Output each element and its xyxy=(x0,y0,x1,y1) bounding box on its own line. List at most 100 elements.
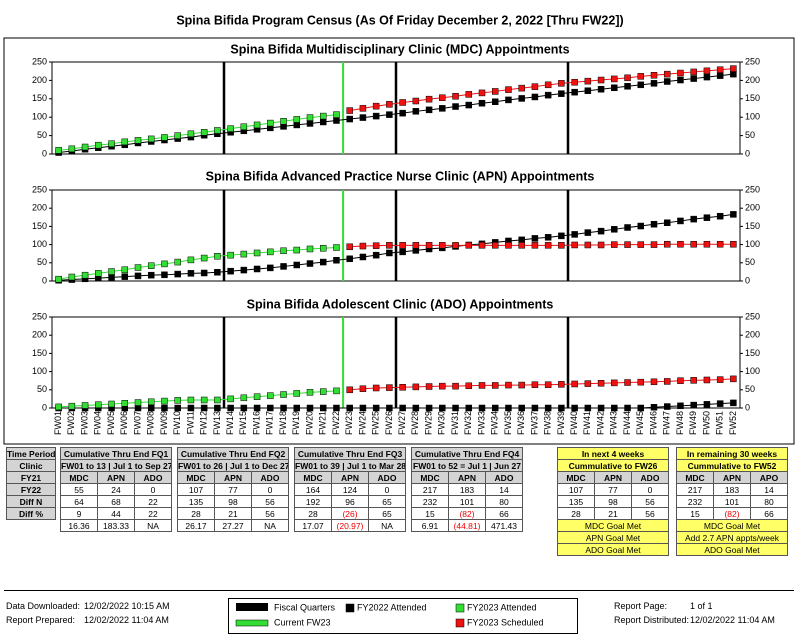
y2-tick-label: 50 xyxy=(745,130,755,140)
chart-title: Spina Bifida Advanced Practice Nurse Cli… xyxy=(206,169,595,183)
marker xyxy=(571,380,578,388)
marker xyxy=(690,215,697,223)
marker xyxy=(544,91,552,99)
marker xyxy=(531,235,539,242)
x-tick-label: FW23 xyxy=(344,411,354,435)
table-cell: 107 xyxy=(177,483,215,496)
table-cell: 26.17 xyxy=(177,519,215,532)
table-cell: 232 xyxy=(676,495,714,508)
marker xyxy=(293,121,301,129)
x-tick-label: FW12 xyxy=(199,411,209,435)
legend-label: FY2022 Attended xyxy=(357,602,427,612)
marker xyxy=(280,404,287,412)
table-row: 28 21 56 xyxy=(177,507,289,520)
column-header: APN xyxy=(713,471,751,484)
marker xyxy=(663,219,671,227)
marker xyxy=(412,383,420,391)
x-tick-label: FW43 xyxy=(609,411,619,435)
marker xyxy=(95,270,102,277)
table-cell: (20.97) xyxy=(331,519,369,532)
marker xyxy=(147,271,155,279)
table-row: 232 101 80 xyxy=(411,495,523,508)
x-tick-label: FW11 xyxy=(185,411,195,434)
column-header: MDC xyxy=(557,471,595,484)
table-row: 107 77 0 xyxy=(177,483,289,496)
marker xyxy=(399,404,406,412)
column-header: MDC xyxy=(177,471,215,484)
marker xyxy=(359,114,367,121)
marker xyxy=(359,242,367,250)
marker xyxy=(319,258,327,266)
y2-tick-label: 200 xyxy=(745,330,760,340)
table-row: 16.36 183.33 NA xyxy=(60,519,172,532)
x-tick-label: FW10 xyxy=(172,411,182,435)
marker xyxy=(147,398,155,406)
table-cell: 56 xyxy=(251,495,289,508)
marker xyxy=(439,94,446,101)
marker xyxy=(267,392,274,399)
table-cell: 44 xyxy=(97,507,135,520)
x-tick-label: FW26 xyxy=(384,411,394,435)
table-cell: 183 xyxy=(448,483,486,496)
table-row: 192 96 65 xyxy=(294,495,406,508)
table-row: ADO Goal Met xyxy=(676,543,788,556)
table-cell: 107 xyxy=(557,483,595,496)
legend-frame xyxy=(228,598,578,634)
table-row: MDC APN APO xyxy=(676,471,788,484)
marker xyxy=(478,382,486,389)
goal-note: MDC Goal Met xyxy=(557,519,669,532)
y2-tick-label: 200 xyxy=(745,203,760,213)
marker xyxy=(108,274,115,281)
marker xyxy=(227,267,234,275)
footer-text: Data Downloaded: xyxy=(6,601,81,611)
x-tick-label: FW13 xyxy=(212,411,222,435)
marker xyxy=(253,265,261,273)
marker xyxy=(491,404,499,412)
marker xyxy=(134,399,142,406)
marker xyxy=(544,381,552,388)
marker xyxy=(55,147,62,154)
table-cell: 0 xyxy=(631,483,669,496)
table-cell: 164 xyxy=(294,483,332,496)
table-row: 64 68 22 xyxy=(60,495,172,508)
marker xyxy=(730,399,737,407)
table-row: 232 101 80 xyxy=(676,495,788,508)
marker xyxy=(531,381,539,388)
marker xyxy=(240,250,248,258)
x-tick-label: FW30 xyxy=(437,411,447,435)
table-row: 55 24 0 xyxy=(60,483,172,496)
footer-text: 12/02/2022 10:15 AM xyxy=(84,601,170,611)
x-tick-label: FW24 xyxy=(357,411,367,435)
table-cell: 6.91 xyxy=(411,519,449,532)
marker xyxy=(716,66,724,73)
marker xyxy=(716,240,724,248)
marker xyxy=(147,262,155,269)
table-cell: 22 xyxy=(134,507,172,520)
marker xyxy=(690,240,697,248)
marker xyxy=(187,130,195,138)
marker xyxy=(333,387,340,395)
table-cell: 64 xyxy=(60,495,98,508)
report-title: Spina Bifida Program Census (As Of Frida… xyxy=(176,13,623,27)
column-header: APN xyxy=(448,471,486,484)
column-header: APN xyxy=(97,471,135,484)
column-header: ADO xyxy=(368,471,406,484)
marker xyxy=(333,257,340,264)
marker xyxy=(558,90,565,97)
marker xyxy=(386,249,393,257)
y-tick-label: 50 xyxy=(37,130,47,140)
series-line xyxy=(58,73,734,154)
marker xyxy=(663,78,671,85)
marker xyxy=(134,264,142,271)
marker xyxy=(227,404,234,412)
marker xyxy=(359,253,367,261)
table-cell: 80 xyxy=(750,495,788,508)
column-header: ADO xyxy=(485,471,523,484)
marker xyxy=(319,118,327,126)
x-tick-label: FW16 xyxy=(251,411,261,435)
marker xyxy=(597,76,605,84)
marker xyxy=(465,101,473,109)
marker xyxy=(359,105,367,112)
marker xyxy=(465,382,473,390)
